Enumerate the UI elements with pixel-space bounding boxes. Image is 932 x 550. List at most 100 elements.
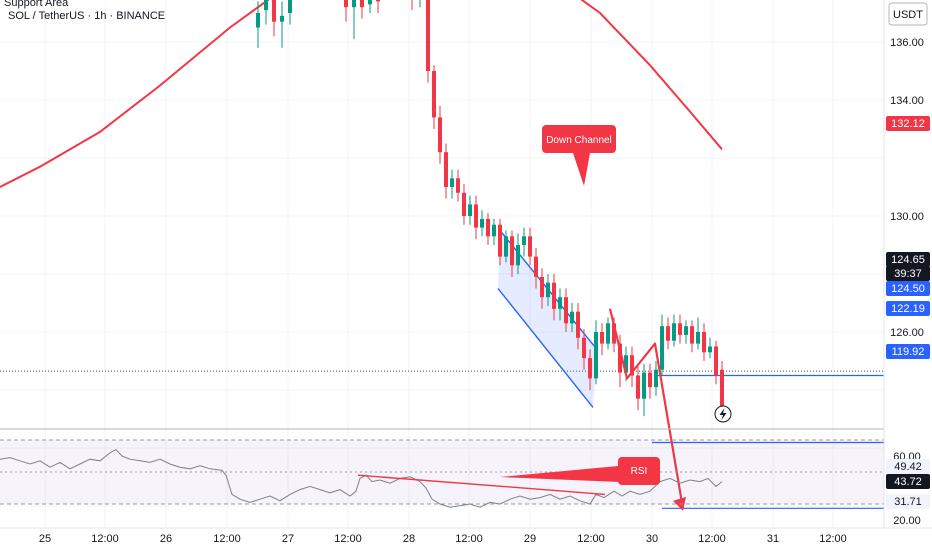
candle bbox=[456, 169, 460, 202]
rsi-tag-label: 31.71 bbox=[894, 496, 922, 508]
candle bbox=[636, 366, 640, 411]
candle bbox=[468, 195, 472, 225]
rsi-tag-label: 49.42 bbox=[894, 461, 922, 473]
rsi-tick-label: 20.00 bbox=[893, 515, 921, 527]
candle bbox=[678, 314, 682, 344]
candle bbox=[690, 320, 694, 353]
time-axis[interactable] bbox=[0, 527, 932, 550]
candle bbox=[546, 274, 550, 306]
candle bbox=[376, 0, 380, 13]
price-axis-tags: 132.12 124.65 39:37 124.50 122.19 119.92 bbox=[886, 116, 930, 359]
rsi-callout-box[interactable] bbox=[618, 457, 660, 485]
candle bbox=[720, 361, 724, 414]
time-tick-label: 31 bbox=[767, 533, 779, 545]
candle bbox=[256, 1, 260, 48]
price-tag: 132.12 bbox=[886, 116, 930, 131]
candle bbox=[666, 317, 670, 350]
time-axis-labels: 25 12:00 26 12:00 27 12:00 28 12:00 29 12:00 30 12:… bbox=[39, 533, 847, 545]
candle bbox=[432, 65, 436, 129]
currency-label: USDT bbox=[893, 9, 923, 21]
candle bbox=[642, 363, 646, 417]
rsi-tag: 31.71 bbox=[886, 494, 930, 509]
candle bbox=[696, 317, 700, 350]
time-tick-label: 27 bbox=[282, 533, 294, 545]
down-channel-label: Down Channel bbox=[546, 135, 612, 146]
rsi-tag-label: 43.72 bbox=[894, 476, 922, 488]
currency-button[interactable]: USDT bbox=[888, 2, 928, 26]
time-tick-label: 26 bbox=[160, 533, 172, 545]
candle bbox=[558, 288, 562, 321]
candle bbox=[534, 247, 538, 289]
rsi-callout-label: RSI bbox=[631, 466, 648, 477]
candle bbox=[648, 363, 652, 399]
candle bbox=[264, 0, 268, 25]
time-tick-label: 12:00 bbox=[455, 533, 483, 545]
price-tag-label: 124.65 bbox=[891, 254, 925, 266]
time-tick-label: 30 bbox=[646, 533, 658, 545]
candle bbox=[510, 230, 514, 277]
candle bbox=[444, 143, 448, 199]
candle bbox=[344, 0, 348, 22]
price-tag-label: 132.12 bbox=[891, 118, 925, 130]
candle bbox=[419, 0, 421, 8]
candle bbox=[516, 233, 520, 274]
projection-arrow-path[interactable] bbox=[608, 308, 685, 510]
rsi-callout-pointer bbox=[500, 466, 620, 482]
down-channel-lower-line[interactable] bbox=[497, 288, 594, 408]
candle bbox=[630, 346, 634, 388]
rsi-tag: 43.72 bbox=[886, 474, 930, 489]
candle bbox=[492, 218, 496, 245]
down-channel-callout[interactable]: Down Channel bbox=[542, 125, 616, 186]
candle bbox=[450, 169, 454, 199]
chart-header: Support Area SOL / TetherUS · 1h · BINAN… bbox=[0, 0, 165, 22]
candle bbox=[600, 323, 604, 356]
candle bbox=[540, 268, 544, 309]
time-tick-label: 12:00 bbox=[819, 533, 847, 545]
candle bbox=[618, 334, 622, 388]
time-tick-label: 12:00 bbox=[213, 533, 241, 545]
candle bbox=[462, 184, 466, 225]
candle bbox=[352, 0, 356, 40]
candle bbox=[360, 0, 364, 19]
price-tag-label: 122.19 bbox=[891, 303, 925, 315]
candle bbox=[552, 274, 556, 321]
candle bbox=[288, 0, 292, 25]
time-tick-label: 12:00 bbox=[91, 533, 119, 545]
price-tag: 124.50 bbox=[886, 281, 930, 296]
price-tag: 39:37 bbox=[886, 266, 930, 281]
candle bbox=[522, 227, 526, 257]
symbol-title[interactable]: SOL / TetherUS · 1h · BINANCE bbox=[8, 10, 165, 22]
candle bbox=[684, 320, 688, 344]
candle bbox=[486, 213, 490, 245]
rsi-line bbox=[0, 448, 723, 508]
price-tag: 124.65 bbox=[886, 252, 930, 267]
price-tick-label: 126.00 bbox=[890, 327, 924, 339]
price-tick-label: 130.00 bbox=[890, 211, 924, 223]
rsi-axis-tags: 49.42 43.72 31.71 bbox=[886, 459, 930, 509]
candle bbox=[564, 288, 568, 332]
down-channel-fill bbox=[498, 230, 597, 408]
candle bbox=[594, 320, 598, 385]
candle bbox=[708, 337, 712, 359]
candle bbox=[570, 303, 574, 332]
candle bbox=[280, 1, 284, 48]
price-tick-label: 134.00 bbox=[890, 95, 924, 107]
time-tick-label: 29 bbox=[524, 533, 536, 545]
candle bbox=[576, 303, 580, 350]
candle bbox=[272, 0, 276, 37]
support-area-label: Support Area bbox=[4, 0, 69, 9]
candle bbox=[714, 340, 718, 385]
candle bbox=[480, 210, 484, 237]
lightning-icon[interactable] bbox=[714, 405, 732, 423]
price-tag-label: 119.92 bbox=[892, 346, 925, 358]
candle bbox=[702, 323, 706, 361]
rsi-divergence-line[interactable] bbox=[357, 474, 606, 496]
time-tick-label: 12:00 bbox=[577, 533, 605, 545]
candle bbox=[438, 105, 442, 164]
candle bbox=[660, 314, 664, 376]
candle bbox=[672, 314, 676, 347]
candle bbox=[474, 195, 478, 240]
candle bbox=[528, 227, 532, 266]
price-tag-label: 124.50 bbox=[891, 283, 925, 295]
